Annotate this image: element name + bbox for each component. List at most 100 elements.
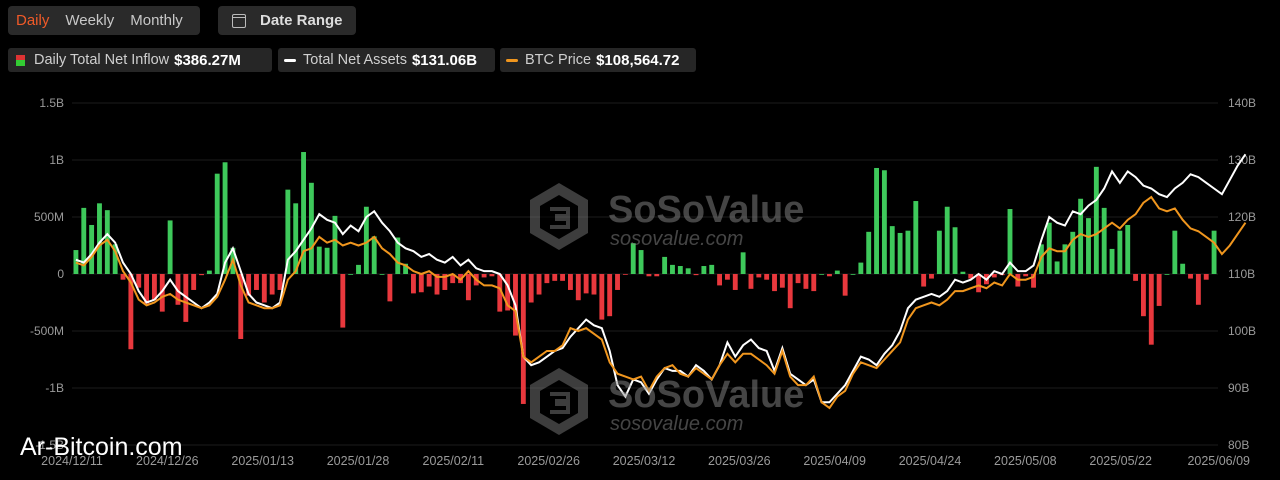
inflow-bar[interactable] bbox=[332, 215, 338, 274]
inflow-bar[interactable] bbox=[481, 274, 487, 278]
inflow-bar[interactable] bbox=[827, 274, 832, 277]
inflow-bar[interactable] bbox=[811, 274, 817, 292]
inflow-bar[interactable] bbox=[112, 244, 118, 274]
legend-btc[interactable]: BTC Price $108,564.72 bbox=[500, 48, 696, 72]
inflow-bar[interactable] bbox=[1156, 274, 1162, 306]
inflow-bar[interactable] bbox=[583, 274, 589, 294]
inflow-bar[interactable] bbox=[638, 250, 644, 274]
inflow-bar[interactable] bbox=[732, 274, 738, 290]
inflow-bar[interactable] bbox=[575, 274, 581, 301]
inflow-bar[interactable] bbox=[246, 274, 252, 296]
inflow-bar[interactable] bbox=[976, 274, 982, 293]
inflow-bar[interactable] bbox=[418, 274, 424, 293]
inflow-bar[interactable] bbox=[206, 270, 212, 274]
inflow-bar[interactable] bbox=[866, 231, 872, 274]
inflow-bar[interactable] bbox=[795, 274, 801, 284]
inflow-bar[interactable] bbox=[261, 274, 267, 303]
inflow-bar[interactable] bbox=[1195, 274, 1201, 305]
inflow-bar[interactable] bbox=[520, 274, 526, 404]
inflow-bar[interactable] bbox=[528, 274, 534, 303]
inflow-bar[interactable] bbox=[348, 274, 354, 275]
inflow-bar[interactable] bbox=[1148, 274, 1154, 345]
inflow-bar[interactable] bbox=[968, 274, 974, 279]
inflow-bar[interactable] bbox=[167, 220, 173, 274]
inflow-bar[interactable] bbox=[913, 201, 919, 274]
inflow-bar[interactable] bbox=[646, 274, 652, 277]
inflow-bar[interactable] bbox=[159, 274, 165, 312]
inflow-bar[interactable] bbox=[552, 274, 558, 281]
inflow-bar[interactable] bbox=[269, 274, 275, 295]
inflow-bar[interactable] bbox=[411, 274, 416, 294]
inflow-bar[interactable] bbox=[120, 274, 126, 280]
inflow-bar[interactable] bbox=[560, 274, 566, 281]
inflow-bar[interactable] bbox=[921, 274, 927, 287]
inflow-bar[interactable] bbox=[591, 274, 597, 295]
inflow-bar[interactable] bbox=[748, 274, 754, 289]
inflow-bar[interactable] bbox=[1125, 224, 1131, 274]
inflow-bar[interactable] bbox=[465, 274, 471, 301]
inflow-bar[interactable] bbox=[858, 262, 864, 274]
inflow-bar[interactable] bbox=[104, 210, 110, 274]
inflow-bar[interactable] bbox=[622, 274, 628, 275]
inflow-bar[interactable] bbox=[254, 274, 259, 290]
inflow-bar[interactable] bbox=[489, 274, 495, 277]
inflow-bar[interactable] bbox=[316, 246, 322, 274]
inflow-bar[interactable] bbox=[772, 274, 777, 292]
inflow-bar[interactable] bbox=[944, 206, 950, 274]
inflow-bar[interactable] bbox=[787, 274, 793, 309]
inflow-bar[interactable] bbox=[905, 230, 911, 274]
date-range-button[interactable]: Date Range bbox=[218, 6, 356, 35]
inflow-bar[interactable] bbox=[1188, 274, 1193, 279]
inflow-bar[interactable] bbox=[371, 236, 377, 274]
inflow-bar[interactable] bbox=[285, 189, 291, 274]
inflow-bar[interactable] bbox=[693, 274, 699, 276]
inflow-bar[interactable] bbox=[701, 266, 707, 274]
inflow-bar[interactable] bbox=[544, 274, 550, 284]
inflow-bar[interactable] bbox=[960, 271, 966, 274]
inflow-bar[interactable] bbox=[1141, 274, 1146, 317]
inflow-bar[interactable] bbox=[662, 256, 668, 274]
inflow-bar[interactable] bbox=[450, 274, 456, 284]
inflow-bar[interactable] bbox=[929, 274, 934, 279]
inflow-bar[interactable] bbox=[199, 274, 204, 276]
inflow-bar[interactable] bbox=[222, 162, 228, 274]
inflow-bar[interactable] bbox=[151, 274, 157, 301]
inflow-bar[interactable] bbox=[97, 203, 102, 274]
inflow-bar[interactable] bbox=[363, 206, 369, 274]
inflow-bar[interactable] bbox=[505, 274, 511, 311]
inflow-bar[interactable] bbox=[709, 264, 715, 274]
inflow-bar[interactable] bbox=[136, 274, 142, 288]
inflow-bar[interactable] bbox=[1180, 263, 1186, 274]
inflow-bar[interactable] bbox=[1117, 230, 1123, 274]
inflow-bar[interactable] bbox=[1023, 274, 1029, 277]
inflow-bar[interactable] bbox=[834, 270, 840, 274]
inflow-bar[interactable] bbox=[568, 274, 573, 290]
inflow-bar[interactable] bbox=[819, 274, 825, 275]
inflow-bar[interactable] bbox=[724, 274, 730, 280]
inflow-bar[interactable] bbox=[897, 232, 903, 274]
inflow-bar[interactable] bbox=[81, 207, 87, 274]
legend-inflow[interactable]: Daily Total Net Inflow $386.27M bbox=[8, 48, 272, 72]
inflow-bar[interactable] bbox=[1101, 207, 1107, 274]
inflow-bar[interactable] bbox=[717, 274, 723, 286]
inflow-bar[interactable] bbox=[599, 274, 605, 320]
legend-assets[interactable]: Total Net Assets $131.06B bbox=[278, 48, 495, 72]
inflow-bar[interactable] bbox=[301, 152, 306, 274]
inflow-bar[interactable] bbox=[685, 268, 691, 274]
inflow-bar[interactable] bbox=[238, 274, 244, 339]
inflow-bar[interactable] bbox=[442, 274, 448, 290]
inflow-bar[interactable] bbox=[756, 274, 762, 278]
inflow-bar[interactable] bbox=[214, 173, 220, 274]
inflow-bar[interactable] bbox=[779, 274, 785, 288]
inflow-bar[interactable] bbox=[936, 230, 942, 274]
inflow-bar[interactable] bbox=[654, 274, 660, 277]
inflow-bar[interactable] bbox=[740, 252, 746, 274]
inflow-bar[interactable] bbox=[874, 167, 879, 274]
inflow-bar[interactable] bbox=[850, 274, 856, 275]
inflow-bar[interactable] bbox=[1070, 231, 1076, 274]
inflow-bar[interactable] bbox=[842, 274, 848, 296]
inflow-bar[interactable] bbox=[1133, 274, 1139, 281]
inflow-bar[interactable] bbox=[356, 264, 361, 274]
inflow-bar[interactable] bbox=[677, 266, 683, 274]
